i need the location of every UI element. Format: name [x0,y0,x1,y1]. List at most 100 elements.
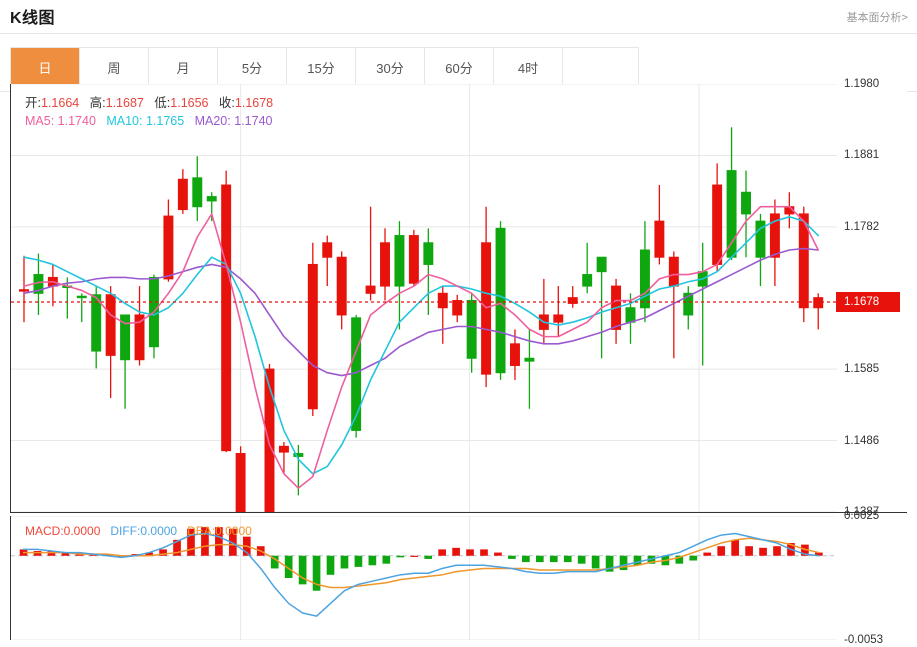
macd-axis: 0.0025 -0.0053 [836,510,907,646]
low-value: 1.1656 [170,96,209,110]
macd-bar [284,555,293,578]
price-panel: 开:1.1664 高:1.1687 低:1.1656 收:1.1678 MA5:… [10,78,907,518]
macd-bar [577,555,586,564]
candle [221,170,232,453]
candle [177,169,188,214]
candle [495,221,506,380]
macd-bar [522,555,530,563]
high-value: 1.1687 [105,96,144,110]
candle [481,206,492,388]
candle [307,242,318,417]
macd-bar [689,555,698,561]
dea-label: DEA: [187,524,216,538]
tab-3[interactable]: 5分 [218,48,287,90]
candle [611,278,622,344]
candle [553,286,564,337]
price-tick-label: 1.1585 [844,363,880,376]
macd-bar [647,555,656,564]
macd-bar [173,539,181,556]
candle [91,286,102,369]
macd-bar [773,546,781,556]
ma-legend: MA5: 1.1740 MA10: 1.1765 MA20: 1.1740 [25,112,272,130]
macd-bar [438,549,446,556]
macd-bar [410,555,419,557]
tab-7[interactable]: 4时 [494,48,563,90]
diff-label: DIFF: [110,524,141,538]
candle [798,206,809,323]
price-tick-label: 1.1782 [844,220,880,233]
close-label: 收: [218,96,235,110]
candle [264,364,275,512]
candle [683,286,694,330]
price-tick-label: 1.1387 [844,506,880,518]
macd-bar [508,555,516,559]
macd-bar [354,555,363,567]
macd-bar [103,554,112,556]
candle [278,441,289,474]
candle [509,329,520,380]
page-header: K线图 基本面分析> [0,0,917,34]
candle [813,293,824,330]
macd-bar [549,555,558,563]
open-label: 开: [25,96,41,110]
close-value: 1.1678 [234,96,274,110]
macd-bar [368,555,377,566]
macd-bar [326,555,335,575]
ma10-value: 1.1765 [145,114,185,128]
candle [120,314,131,409]
macd-plot[interactable] [11,516,837,640]
price-plot[interactable] [11,84,837,512]
candle [466,293,477,373]
candle [726,127,737,261]
candle [134,286,145,366]
macd-bar [815,552,823,556]
macd-bar [298,555,307,585]
candle [741,170,752,258]
high-label: 高: [89,96,106,110]
candle [365,206,376,301]
macd-tick-label: -0.0053 [844,634,884,646]
tab-4[interactable]: 15分 [287,48,356,90]
macd-bar [270,555,279,569]
macd-bar [703,552,712,556]
macd-bar [215,527,223,556]
candle [380,228,390,301]
fundamental-analysis-link[interactable]: 基本面分析> [846,12,908,24]
macd-bar [535,555,544,563]
macd-bar [466,549,474,556]
candle [452,294,463,323]
macd-bar [759,547,767,556]
tab-6[interactable]: 60分 [425,48,494,90]
candle [423,228,434,315]
macd-bar [731,539,739,556]
tab-2[interactable]: 月 [149,48,218,90]
macd-bar [717,546,726,556]
ma5-label: MA5: [25,114,55,128]
candle [639,221,650,323]
candle [712,163,723,272]
candle [163,199,174,282]
price-tick-label: 1.1980 [844,78,880,90]
macd-bar [396,555,405,558]
tab-0[interactable]: 日 [11,48,80,90]
tab-1[interactable]: 周 [80,48,149,90]
macd-bar [801,544,809,556]
macd-bar [145,552,153,556]
chart-area: 开:1.1664 高:1.1687 低:1.1656 收:1.1678 MA5:… [10,78,907,646]
candle [769,199,780,287]
macd-value: 0.0000 [63,524,101,538]
ma20-label: MA20: [194,114,231,128]
candle [322,235,333,287]
ma5-value: 1.1740 [57,114,96,128]
macd-panel: MACD:0.0000 DIFF:0.0000 DEA:0.0000 0.002… [10,510,907,646]
macd-tick-label: 0.0025 [844,510,880,522]
macd-bar [61,552,70,556]
tab-5[interactable]: 30分 [356,48,425,90]
macd-bar [312,555,321,591]
candle [19,255,29,323]
macd-bar [675,555,684,564]
candle [148,274,159,359]
candle [654,185,665,265]
candle [351,314,362,438]
